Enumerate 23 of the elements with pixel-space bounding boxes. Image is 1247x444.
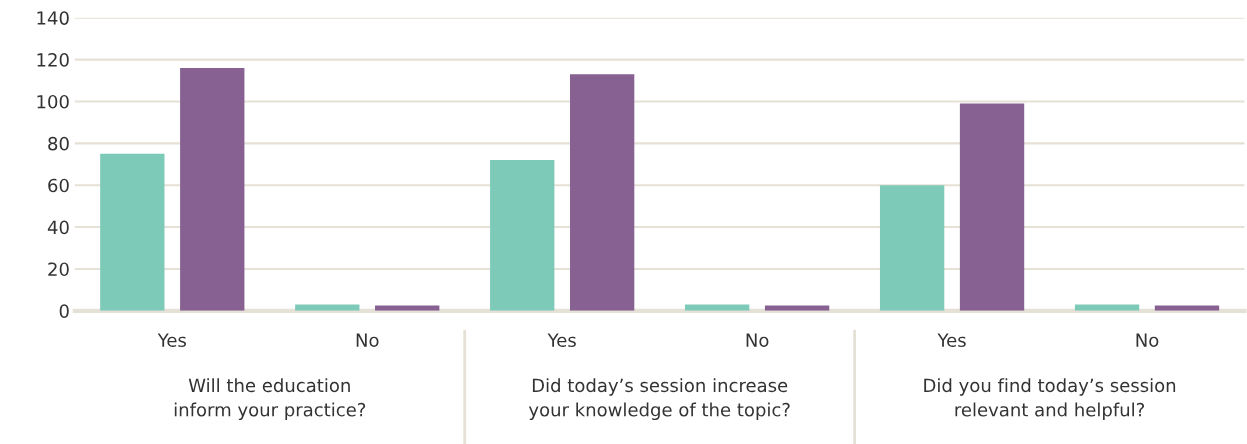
y-tick-label: 40 <box>47 220 69 235</box>
y-tick-label: 0 <box>59 304 69 318</box>
y-tick-label: 140 <box>37 11 69 25</box>
x-tick-label: Yes <box>157 333 186 347</box>
x-tick-label: Yes <box>937 333 966 347</box>
bar <box>180 68 245 311</box>
text: Will the education inform your practice? <box>174 378 366 421</box>
x-tick-label: No <box>746 333 769 347</box>
y-tick-label: 120 <box>37 53 69 67</box>
bar <box>569 74 635 311</box>
bar <box>879 185 945 311</box>
text: Did you find today’s session relevant and helpful? <box>924 378 1176 421</box>
y-tick-label: 20 <box>48 262 69 277</box>
bar <box>100 153 165 311</box>
y-tick-label: 60 <box>48 178 69 193</box>
bar <box>959 103 1025 311</box>
y-tick-label: 80 <box>48 136 69 151</box>
y-tick-label: 100 <box>37 94 69 109</box>
x-tick-label: Yes <box>547 333 576 347</box>
x-tick-label: No <box>356 333 379 347</box>
x-tick-label: No <box>1136 333 1159 347</box>
text: Did today’s session increase your knowledge of the topic? <box>528 378 790 421</box>
bar <box>490 160 555 311</box>
